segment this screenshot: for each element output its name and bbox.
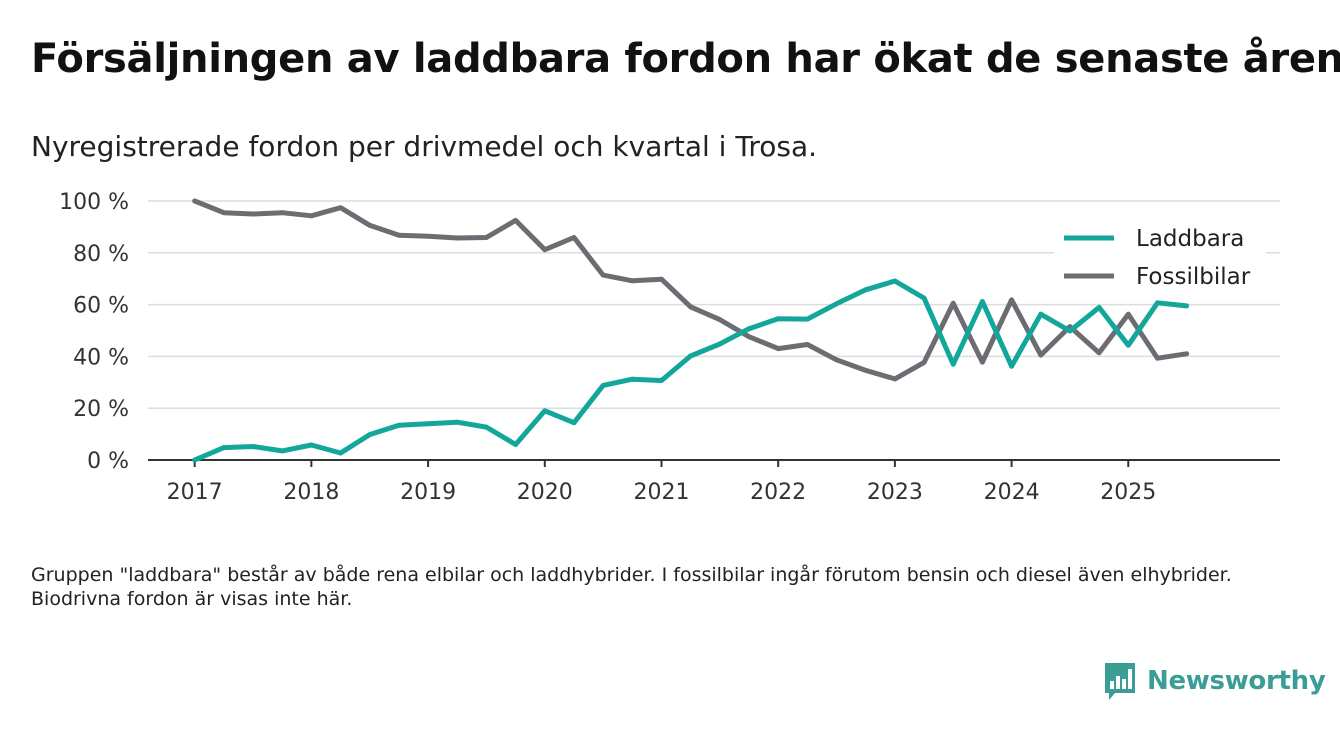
- y-tick-label: 100 %: [59, 190, 129, 215]
- data-point-fossilbilar: [863, 367, 869, 373]
- data-point-laddbara: [980, 299, 985, 304]
- data-point-laddbara: [250, 444, 256, 449]
- data-point-fossilbilar: [950, 300, 956, 306]
- data-point-fossilbilar: [338, 205, 343, 211]
- data-point-laddbara: [484, 424, 489, 430]
- x-tick-label: 2017: [167, 480, 223, 505]
- data-point-laddbara: [542, 408, 548, 414]
- data-point-fossilbilar: [717, 317, 723, 323]
- data-point-fossilbilar: [367, 222, 373, 228]
- x-tick-label: 2023: [867, 480, 923, 505]
- chart-title: Försäljningen av laddbara fordon har öka…: [31, 36, 1340, 82]
- y-tick-label: 60 %: [73, 294, 129, 319]
- data-point-fossilbilar: [659, 276, 664, 282]
- data-point-fossilbilar: [484, 235, 489, 240]
- x-tick-label: 2025: [1100, 480, 1156, 505]
- brand-name: Newsworthy: [1147, 666, 1326, 696]
- data-point-laddbara: [804, 316, 810, 322]
- y-tick-label: 80 %: [73, 242, 129, 267]
- data-point-fossilbilar: [746, 334, 752, 340]
- data-point-fossilbilar: [192, 198, 198, 204]
- data-point-fossilbilar: [980, 359, 985, 365]
- data-point-laddbara: [221, 445, 227, 450]
- y-tick-label: 40 %: [73, 345, 129, 370]
- data-point-laddbara: [367, 432, 373, 438]
- y-tick-label: 0 %: [87, 449, 129, 474]
- data-point-fossilbilar: [600, 272, 606, 278]
- data-point-fossilbilar: [1184, 351, 1190, 357]
- legend-label-laddbara: Laddbara: [1136, 226, 1244, 252]
- data-point-laddbara: [688, 353, 694, 359]
- x-tick-label: 2019: [400, 480, 456, 505]
- x-tick-label: 2020: [517, 480, 573, 505]
- footnote: Gruppen "laddbara" består av både rena e…: [31, 564, 1232, 610]
- data-point-laddbara: [396, 422, 402, 428]
- data-point-laddbara: [571, 420, 577, 426]
- data-point-fossilbilar: [629, 278, 635, 284]
- data-point-laddbara: [513, 442, 519, 447]
- data-point-fossilbilar: [396, 232, 402, 238]
- data-point-fossilbilar: [425, 233, 431, 239]
- line-chart: 0 % 20 % 40 % 60 % 80 % 100 % 2017 2018 2019 2020…: [59, 190, 1280, 505]
- data-point-fossilbilar: [1038, 352, 1044, 358]
- data-point-laddbara: [921, 295, 927, 301]
- x-tick-label: 2024: [984, 480, 1040, 505]
- data-point-fossilbilar: [221, 210, 227, 216]
- newsworthy-logo-icon: [1105, 663, 1135, 700]
- data-point-fossilbilar: [834, 357, 839, 363]
- data-point-laddbara: [425, 421, 431, 427]
- data-point-fossilbilar: [688, 304, 694, 310]
- data-point-fossilbilar: [1125, 311, 1131, 317]
- data-point-laddbara: [338, 450, 343, 456]
- data-point-fossilbilar: [921, 359, 927, 365]
- data-point-laddbara: [629, 376, 635, 382]
- data-point-laddbara: [192, 457, 198, 463]
- data-point-laddbara: [834, 301, 839, 307]
- data-point-laddbara: [279, 448, 285, 454]
- chart-subtitle: Nyregistrerade fordon per drivmedel och …: [31, 130, 818, 163]
- x-tick-label: 2018: [283, 480, 339, 505]
- data-point-laddbara: [659, 378, 664, 383]
- data-point-laddbara: [1009, 363, 1014, 369]
- data-point-laddbara: [746, 326, 752, 332]
- data-point-laddbara: [600, 383, 606, 388]
- data-point-fossilbilar: [1155, 355, 1160, 361]
- legend-label-fossilbilar: Fossilbilar: [1136, 264, 1251, 290]
- brand-logo: Newsworthy: [1103, 660, 1326, 702]
- data-point-fossilbilar: [571, 235, 577, 240]
- data-point-laddbara: [454, 419, 460, 425]
- data-point-laddbara: [863, 287, 869, 293]
- data-point-fossilbilar: [892, 376, 898, 382]
- data-point-laddbara: [1038, 311, 1044, 317]
- data-point-fossilbilar: [454, 235, 460, 241]
- data-point-laddbara: [1155, 300, 1160, 306]
- data-point-laddbara: [1125, 342, 1131, 348]
- data-point-fossilbilar: [513, 218, 519, 223]
- data-point-fossilbilar: [279, 210, 285, 216]
- data-point-laddbara: [892, 278, 898, 284]
- data-point-laddbara: [775, 316, 781, 322]
- y-tick-label: 20 %: [73, 397, 129, 422]
- data-point-fossilbilar: [542, 247, 548, 253]
- data-point-fossilbilar: [1009, 297, 1014, 303]
- data-point-laddbara: [308, 442, 314, 448]
- data-point-laddbara: [1184, 303, 1190, 309]
- legend-box: [1054, 220, 1266, 300]
- data-point-laddbara: [1096, 305, 1102, 310]
- data-point-fossilbilar: [804, 342, 810, 347]
- data-point-fossilbilar: [1096, 350, 1102, 356]
- data-point-fossilbilar: [250, 211, 256, 217]
- x-tick-label: 2022: [750, 480, 806, 505]
- data-point-laddbara: [1067, 328, 1073, 334]
- data-point-laddbara: [717, 341, 723, 347]
- series-line-fossilbilar: [192, 198, 1190, 382]
- data-point-fossilbilar: [308, 213, 314, 219]
- data-point-fossilbilar: [775, 346, 781, 352]
- x-tick-label: 2021: [633, 480, 689, 505]
- data-point-laddbara: [950, 361, 956, 367]
